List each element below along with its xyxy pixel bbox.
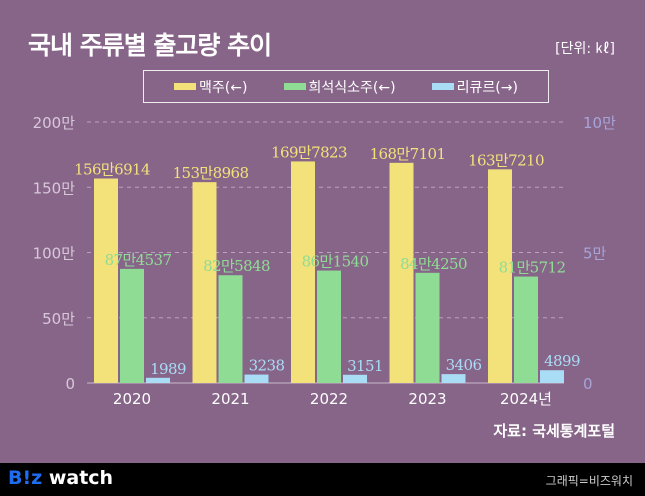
data-label: 81만5712 [499, 259, 566, 277]
bar-2-2021 [244, 374, 269, 383]
data-label: 156만6914 [74, 161, 150, 179]
bar-2-2020 [146, 377, 170, 383]
legend-item-soju: 희석식소주(←) [283, 77, 396, 97]
x-tick-label: 2024년 [500, 390, 552, 408]
bar-1-2022 [317, 270, 341, 383]
legend-item-liqueur: 리큐르(→) [431, 77, 518, 97]
bar-2-2023 [441, 374, 466, 383]
bar-0-2023 [389, 162, 414, 383]
data-label: 3151 [347, 357, 383, 375]
left-tick-label: 100만 [33, 245, 76, 263]
source-note: 자료: 국세통계포털 [493, 422, 615, 440]
legend-label: 리큐르(→) [456, 79, 518, 96]
bar-1-2023 [415, 272, 440, 383]
legend-label: 희석식소주(←) [308, 79, 396, 96]
data-label: 163만7210 [468, 151, 544, 169]
bar-2-2022 [343, 374, 367, 383]
left-tick-label: 150만 [33, 179, 76, 197]
bar-2-2024년 [540, 370, 564, 383]
x-tick-label: 2021 [211, 390, 249, 408]
data-label: 169만7823 [271, 143, 347, 161]
legend-swatch [431, 83, 454, 90]
data-label: 3238 [249, 357, 285, 375]
bar-1-2021 [218, 275, 243, 383]
data-label: 168만7101 [370, 145, 446, 163]
bar-0-2022 [291, 161, 315, 383]
x-tick-label: 2022 [310, 390, 348, 408]
left-tick-label: 50만 [42, 310, 75, 328]
chart-title: 국내 주류별 출고량 추이 [28, 31, 272, 60]
data-label: 87만4537 [105, 251, 172, 269]
data-label: 3406 [446, 356, 482, 374]
x-tick-label: 2023 [408, 390, 446, 408]
legend-item-beer: 맥주(←) [174, 77, 247, 97]
right-tick-label: 10만 [583, 114, 616, 132]
legend-label: 맥주(←) [199, 79, 248, 96]
left-tick-label: 0 [65, 375, 75, 393]
bar-0-2024년 [488, 169, 512, 383]
data-label: 86만1540 [302, 253, 369, 271]
x-tick-label: 2020 [113, 390, 151, 408]
bar-1-2024년 [514, 276, 538, 383]
data-label: 153만8968 [173, 164, 249, 182]
legend: 맥주(←) 희석식소주(←) 리큐르(→) [143, 70, 549, 103]
data-label: 1989 [150, 360, 186, 378]
left-tick-label: 200만 [33, 114, 76, 132]
graphic-credit: 그래픽=비즈워치 [545, 474, 633, 488]
legend-swatch [283, 83, 306, 90]
bar-1-2020 [120, 268, 144, 383]
data-label: 84만4250 [400, 255, 467, 273]
unit-label: [단위: ㎘] [555, 41, 615, 57]
right-tick-label: 5만 [583, 245, 607, 263]
footer-bar: B!z watch 그래픽=비즈워치 [0, 463, 645, 496]
data-label: 82만5848 [203, 257, 270, 275]
right-tick-label: 0 [583, 375, 593, 393]
data-label: 4899 [544, 352, 580, 370]
bar-0-2020 [94, 178, 118, 383]
bizwatch-logo: B!z watch [8, 467, 114, 489]
legend-swatch [174, 83, 197, 90]
bar-0-2021 [192, 182, 217, 383]
